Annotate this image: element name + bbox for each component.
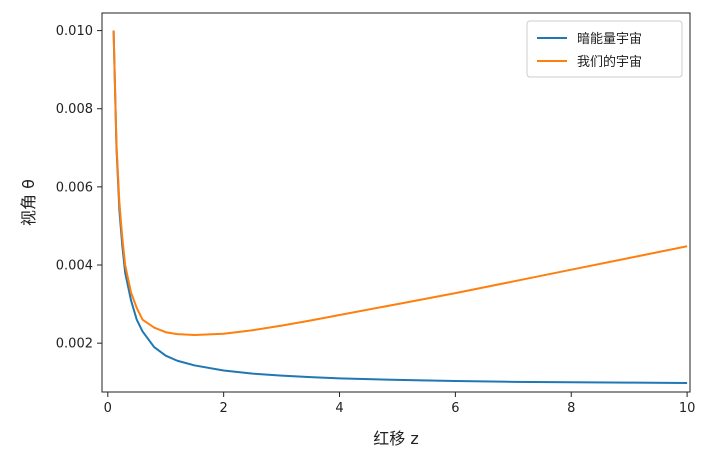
y-tick-label: 0.010 xyxy=(56,24,93,39)
plot-area-frame xyxy=(101,12,691,393)
x-axis-ticks: 0 2 4 6 8 10 xyxy=(104,392,696,416)
x-tick-label: 2 xyxy=(220,401,228,416)
legend-label-dark-energy: 暗能量宇宙 xyxy=(577,32,642,47)
x-tick-label: 0 xyxy=(104,401,112,416)
x-axis-label: 红移 z xyxy=(373,429,419,448)
x-tick-label: 10 xyxy=(679,401,696,416)
y-tick-label: 0.008 xyxy=(56,102,93,117)
y-tick-label: 0.002 xyxy=(56,337,93,352)
y-axis-ticks: 0.002 0.004 0.006 0.008 0.010 xyxy=(56,24,102,352)
y-tick-label: 0.006 xyxy=(56,180,93,195)
series-line-1 xyxy=(112,30,688,336)
legend-label-our-universe: 我们的宇宙 xyxy=(577,54,642,70)
y-tick-label: 0.004 xyxy=(56,259,93,274)
legend: 暗能量宇宙 我们的宇宙 xyxy=(526,20,683,78)
x-tick-label: 4 xyxy=(335,401,343,416)
legend-box xyxy=(526,20,683,78)
x-tick-label: 6 xyxy=(451,401,459,416)
series-layer xyxy=(112,30,688,385)
x-tick-label: 8 xyxy=(567,401,575,416)
y-axis-label: 视角 θ xyxy=(19,179,38,226)
